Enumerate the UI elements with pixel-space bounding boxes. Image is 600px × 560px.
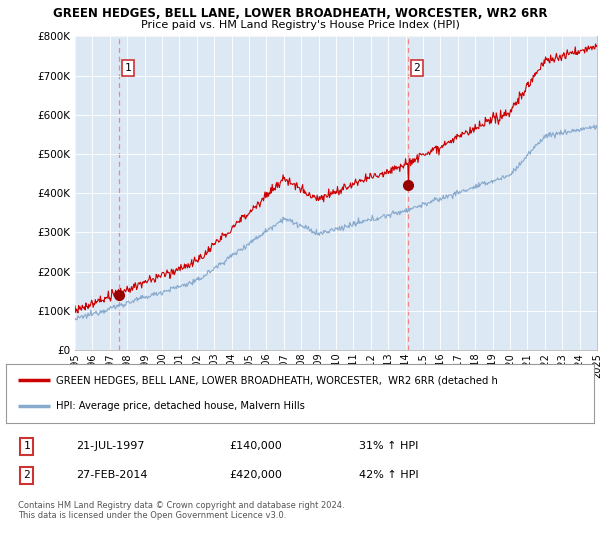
Text: HPI: Average price, detached house, Malvern Hills: HPI: Average price, detached house, Malv…	[56, 402, 305, 412]
Text: 1: 1	[125, 63, 131, 73]
Text: GREEN HEDGES, BELL LANE, LOWER BROADHEATH, WORCESTER,  WR2 6RR (detached h: GREEN HEDGES, BELL LANE, LOWER BROADHEAT…	[56, 375, 498, 385]
Text: 1: 1	[23, 441, 30, 451]
Text: £420,000: £420,000	[229, 470, 283, 480]
Text: 2: 2	[23, 470, 30, 480]
Text: GREEN HEDGES, BELL LANE, LOWER BROADHEATH, WORCESTER, WR2 6RR: GREEN HEDGES, BELL LANE, LOWER BROADHEAT…	[53, 7, 547, 20]
Text: 2: 2	[413, 63, 420, 73]
Text: 21-JUL-1997: 21-JUL-1997	[77, 441, 145, 451]
Text: 27-FEB-2014: 27-FEB-2014	[77, 470, 148, 480]
Text: 42% ↑ HPI: 42% ↑ HPI	[359, 470, 418, 480]
Text: Price paid vs. HM Land Registry's House Price Index (HPI): Price paid vs. HM Land Registry's House …	[140, 20, 460, 30]
Text: Contains HM Land Registry data © Crown copyright and database right 2024.
This d: Contains HM Land Registry data © Crown c…	[18, 501, 344, 520]
Text: 31% ↑ HPI: 31% ↑ HPI	[359, 441, 418, 451]
Text: £140,000: £140,000	[229, 441, 282, 451]
